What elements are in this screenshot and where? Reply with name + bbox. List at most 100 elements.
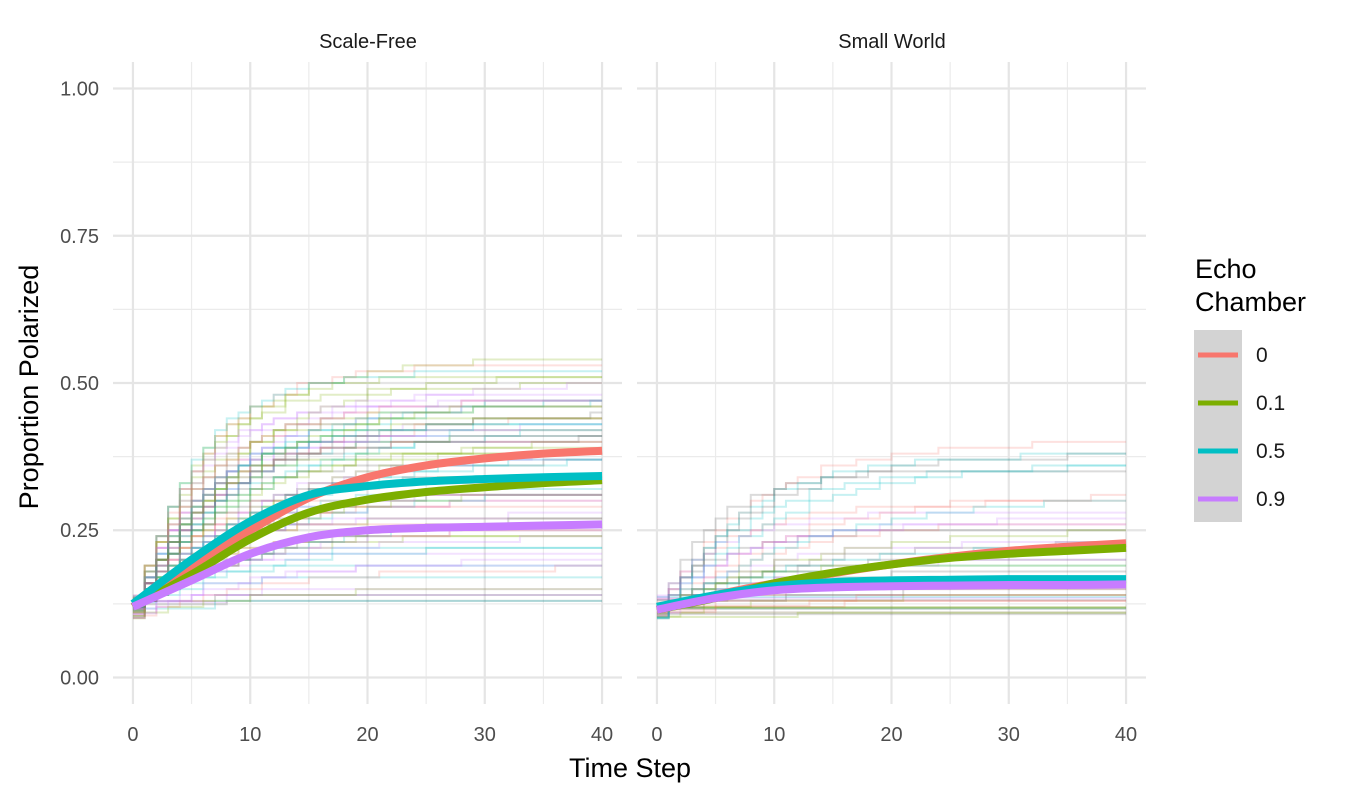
replicate-trace xyxy=(656,452,1127,615)
legend: Echo Chamber 0 0.1 0.5 0.9 xyxy=(1194,254,1306,522)
legend-label-0.5: 0.5 xyxy=(1256,440,1285,463)
series-line-0.9 xyxy=(131,520,603,611)
x-tick-label: 40 xyxy=(1115,724,1137,746)
replicate-trace xyxy=(132,588,603,610)
x-tick-label: 0 xyxy=(127,724,138,746)
scale-free-x-tick-labels: 0 10 20 30 40 xyxy=(127,724,613,746)
replicate-trace xyxy=(656,464,1127,619)
scale-free-panel xyxy=(113,62,622,704)
replicate-trace xyxy=(132,576,603,604)
y-tick-label: 0.25 xyxy=(60,520,99,542)
replicate-trace xyxy=(656,452,1127,619)
replicate-trace xyxy=(132,399,603,600)
replicate-trace xyxy=(132,382,603,602)
legend-title-line-2: Chamber xyxy=(1195,287,1306,317)
replicate-trace xyxy=(132,382,603,611)
replicate-trace xyxy=(132,517,603,603)
replicate-trace xyxy=(132,435,603,609)
x-tick-label: 0 xyxy=(651,724,662,746)
replicate-trace xyxy=(132,399,603,611)
replicate-trace xyxy=(132,558,603,615)
small-world-strip-label: Small World xyxy=(838,31,945,53)
replicate-trace xyxy=(656,599,1127,614)
replicate-trace xyxy=(132,417,603,601)
replicate-trace xyxy=(656,440,1127,616)
replicate-trace xyxy=(132,370,603,613)
legend-label-0.1: 0.1 xyxy=(1256,392,1285,415)
replicate-trace xyxy=(132,423,603,608)
x-axis-title: Time Step xyxy=(569,753,691,783)
series-line-0.5 xyxy=(130,472,603,608)
replicate-trace xyxy=(132,364,603,607)
replicate-trace xyxy=(656,594,1127,611)
x-tick-label: 10 xyxy=(239,724,261,746)
replicate-trace xyxy=(656,599,1127,607)
legend-entries: 0 0.1 0.5 0.9 xyxy=(1198,344,1285,511)
replicate-trace xyxy=(656,499,1127,620)
series-line-0 xyxy=(130,446,603,611)
replicate-trace xyxy=(656,464,1127,619)
series-line-0.1 xyxy=(131,476,603,611)
replicate-trace xyxy=(132,393,603,615)
replicate-trace xyxy=(132,399,603,601)
replicate-trace xyxy=(132,429,603,600)
x-tick-label: 20 xyxy=(356,724,378,746)
replicate-trace xyxy=(132,594,603,603)
replicate-trace xyxy=(132,440,603,613)
replicate-trace xyxy=(132,564,603,617)
replicate-trace xyxy=(656,499,1127,604)
replicate-trace xyxy=(132,423,603,603)
replicate-trace xyxy=(132,435,603,608)
replicate-trace xyxy=(132,440,603,612)
y-tick-label: 0.75 xyxy=(60,226,99,248)
replicate-trace xyxy=(656,564,1127,609)
x-tick-label: 30 xyxy=(998,724,1020,746)
x-tick-label: 10 xyxy=(763,724,785,746)
replicate-trace xyxy=(132,376,603,609)
replicate-trace xyxy=(656,529,1127,615)
replicate-trace xyxy=(132,411,603,609)
series-line-0.9 xyxy=(656,580,1127,614)
replicate-trace xyxy=(132,405,603,599)
replicate-trace xyxy=(132,417,603,609)
replicate-trace xyxy=(132,588,603,614)
replicate-trace xyxy=(132,599,603,606)
replicate-trace xyxy=(656,529,1127,601)
x-tick-label: 20 xyxy=(880,724,902,746)
replicate-trace xyxy=(132,564,603,619)
replicate-trace xyxy=(132,429,603,607)
legend-label-0.9: 0.9 xyxy=(1256,488,1285,511)
replicate-trace xyxy=(132,405,603,597)
replicate-trace xyxy=(132,399,603,610)
replicate-trace xyxy=(656,594,1127,618)
replicate-trace xyxy=(132,429,603,618)
legend-key-background xyxy=(1194,330,1242,522)
replicate-trace xyxy=(132,399,603,597)
replicate-trace xyxy=(132,446,603,620)
y-tick-label: 0.00 xyxy=(60,667,99,689)
replicate-trace xyxy=(132,435,603,608)
replicate-trace xyxy=(132,440,603,617)
x-tick-label: 30 xyxy=(474,724,496,746)
replicate-trace xyxy=(656,517,1127,598)
replicate-trace xyxy=(656,611,1127,618)
scale-free-strip-label: Scale-Free xyxy=(319,31,417,53)
x-tick-label: 40 xyxy=(591,724,613,746)
replicate-trace xyxy=(656,511,1127,597)
replicate-trace xyxy=(656,470,1127,607)
replicate-trace xyxy=(656,493,1127,613)
replicate-trace xyxy=(656,523,1127,620)
y-tick-label: 0.50 xyxy=(60,373,99,395)
legend-title-line-1: Echo xyxy=(1195,254,1257,284)
replicate-trace xyxy=(132,376,603,611)
replicate-trace xyxy=(132,405,603,600)
y-axis-tick-labels: 0.00 0.25 0.50 0.75 1.00 xyxy=(60,79,99,690)
small-world-panel xyxy=(637,62,1146,704)
replicate-trace xyxy=(656,541,1127,612)
small-world-x-tick-labels: 0 10 20 30 40 xyxy=(651,724,1137,746)
replicate-trace xyxy=(132,511,603,610)
replicate-trace xyxy=(132,594,603,604)
replicate-trace xyxy=(132,517,603,599)
y-tick-label: 1.00 xyxy=(60,79,99,101)
